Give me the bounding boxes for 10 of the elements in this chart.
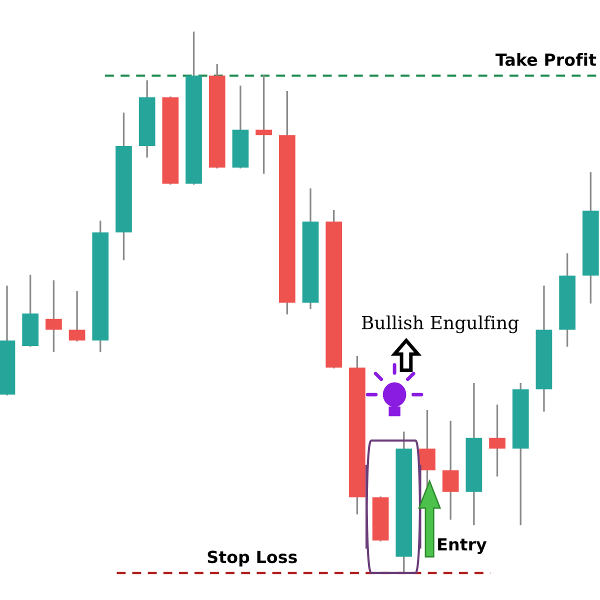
annotation: Entry — [438, 538, 487, 554]
candlestick — [442, 420, 459, 520]
candlestick — [68, 291, 86, 342]
candlestick — [256, 74, 272, 174]
candlestick — [489, 404, 506, 477]
ref-line-label: Take Profit — [496, 53, 596, 66]
candlestick — [419, 410, 436, 488]
ref-line-label: Stop Loss — [208, 550, 297, 566]
annotation: Bullish Engulfing — [362, 315, 519, 334]
candlestick — [46, 280, 62, 352]
